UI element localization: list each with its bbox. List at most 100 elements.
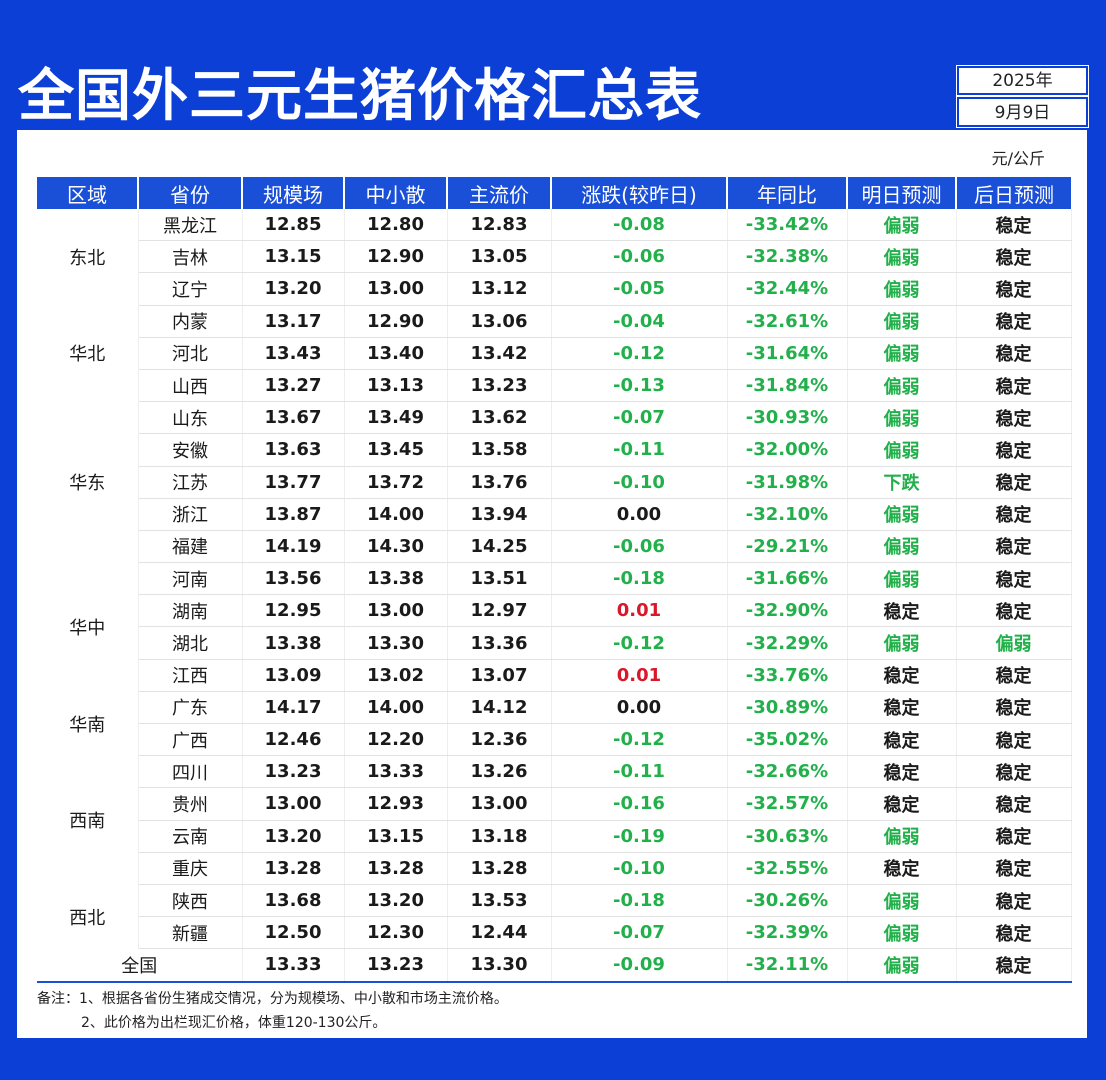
large-farm-price: 14.19 [242,530,345,564]
table-row: 广西 12.46 12.20 12.36 -0.12 -35.02% 稳定 稳定 [37,723,1072,757]
main-price: 12.97 [447,594,552,628]
region-cell: 华中 [37,562,139,692]
small-farm-price: 13.38 [344,562,448,596]
national-row: 全国 13.33 13.23 13.30 -0.09 -32.11% 偏弱 稳定 [37,948,1072,983]
dayafter-forecast: 稳定 [956,787,1072,821]
dayafter-forecast: 稳定 [956,305,1072,338]
change-value: -0.18 [551,884,728,918]
small-farm-price: 13.72 [344,466,448,499]
table-body: 东北 黑龙江 12.85 12.80 12.83 -0.08 -33.42% 偏弱 稳定 吉林 13… [37,209,1072,983]
table-panel: 元/公斤 区域 省份 规模场 中小散 主流价 涨跌(较昨日) 年同比 明日预测 … [17,130,1087,1038]
yoy-value: -31.98% [727,466,848,499]
dayafter-forecast: 稳定 [956,530,1072,564]
dayafter-forecast: 偏弱 [956,626,1072,660]
yoy-value: -32.90% [727,594,848,628]
tomorrow-forecast: 偏弱 [847,820,957,853]
tomorrow-forecast: 偏弱 [847,884,957,918]
large-farm-price: 13.09 [242,659,345,692]
table-row: 西南 四川 13.23 13.33 13.26 -0.11 -32.66% 稳定 稳定 [37,755,1072,885]
small-farm-price: 13.20 [344,884,448,918]
province-cell: 江苏 [138,466,243,499]
dayafter-forecast: 稳定 [956,723,1072,757]
table-row: 安徽 13.63 13.45 13.58 -0.11 -32.00% 偏弱 稳定 [37,433,1072,467]
change-value: -0.04 [551,305,728,338]
dayafter-forecast: 稳定 [956,272,1072,306]
large-farm-price: 13.23 [242,755,345,789]
tomorrow-forecast: 偏弱 [847,369,957,403]
main-price: 13.42 [447,337,552,370]
dayafter-forecast: 稳定 [956,820,1072,853]
province-cell: 山西 [138,369,243,403]
tomorrow-forecast: 偏弱 [847,401,957,435]
main-price: 12.83 [447,209,552,242]
main-price: 13.06 [447,305,552,338]
yoy-value: -32.38% [727,240,848,274]
table-row: 东北 黑龙江 12.85 12.80 12.83 -0.08 -33.42% 偏弱 稳定 [37,209,1072,306]
table-row: 福建 14.19 14.30 14.25 -0.06 -29.21% 偏弱 稳定 [37,530,1072,564]
large-farm-price: 12.85 [242,209,345,242]
header-dayafter: 后日预测 [956,177,1071,209]
yoy-value: -32.10% [727,498,848,531]
national-main-price: 13.30 [447,948,552,983]
yoy-value: -30.93% [727,401,848,435]
main-price: 13.26 [447,755,552,789]
change-value: -0.06 [551,530,728,564]
province-cell: 浙江 [138,498,243,531]
tomorrow-forecast: 偏弱 [847,916,957,950]
dayafter-forecast: 稳定 [956,209,1072,242]
dayafter-forecast: 稳定 [956,691,1072,725]
province-cell: 河北 [138,337,243,370]
large-farm-price: 13.28 [242,852,345,885]
main-price: 13.62 [447,401,552,435]
yoy-value: -32.61% [727,305,848,338]
main-price: 13.58 [447,433,552,467]
small-farm-price: 12.90 [344,240,448,274]
yoy-value: -32.55% [727,852,848,885]
dayafter-forecast: 稳定 [956,337,1072,370]
date-day: 9月9日 [956,96,1089,128]
table-row: 华中 河南 13.56 13.38 13.51 -0.18 -31.66% 偏弱 稳定 [37,562,1072,692]
unit-label: 元/公斤 [991,149,1045,168]
tomorrow-forecast: 下跌 [847,466,957,499]
large-farm-price: 13.63 [242,433,345,467]
change-value: -0.19 [551,820,728,853]
table-header-row: 区域 省份 规模场 中小散 主流价 涨跌(较昨日) 年同比 明日预测 后日预测 [37,177,1071,209]
tomorrow-forecast: 偏弱 [847,272,957,306]
table-row: 新疆 12.50 12.30 12.44 -0.07 -32.39% 偏弱 稳定 [37,916,1072,950]
tomorrow-forecast: 稳定 [847,755,957,789]
tomorrow-forecast: 稳定 [847,852,957,885]
region-cell: 华南 [37,691,139,756]
note-2: 2、此价格为出栏现汇价格，体重120-130公斤。 [81,1015,387,1031]
province-cell: 四川 [138,755,243,789]
province-cell: 福建 [138,530,243,564]
table-row: 华东 山东 13.67 13.49 13.62 -0.07 -30.93% 偏弱 稳定 [37,401,1072,563]
tomorrow-forecast: 稳定 [847,787,957,821]
change-value: 0.01 [551,594,728,628]
national-large-farm-price: 13.33 [242,948,345,983]
yoy-value: -32.57% [727,787,848,821]
province-cell: 江西 [138,659,243,692]
main-price: 13.76 [447,466,552,499]
yoy-value: -31.66% [727,562,848,596]
dayafter-forecast: 稳定 [956,884,1072,918]
province-cell: 陕西 [138,884,243,918]
tomorrow-forecast: 偏弱 [847,626,957,660]
main-price: 13.07 [447,659,552,692]
table-row: 河北 13.43 13.40 13.42 -0.12 -31.64% 偏弱 稳定 [37,337,1072,370]
large-farm-price: 12.46 [242,723,345,757]
main-price: 12.44 [447,916,552,950]
change-value: 0.00 [551,498,728,531]
small-farm-price: 13.00 [344,594,448,628]
main-price: 13.28 [447,852,552,885]
header-region: 区域 [37,177,139,209]
change-value: -0.11 [551,755,728,789]
tomorrow-forecast: 稳定 [847,723,957,757]
small-farm-price: 13.13 [344,369,448,403]
yoy-value: -33.76% [727,659,848,692]
yoy-value: -30.89% [727,691,848,725]
table-row: 湖南 12.95 13.00 12.97 0.01 -32.90% 稳定 稳定 [37,594,1072,628]
province-cell: 贵州 [138,787,243,821]
change-value: -0.12 [551,723,728,757]
region-cell: 西北 [37,884,139,949]
tomorrow-forecast: 偏弱 [847,530,957,564]
